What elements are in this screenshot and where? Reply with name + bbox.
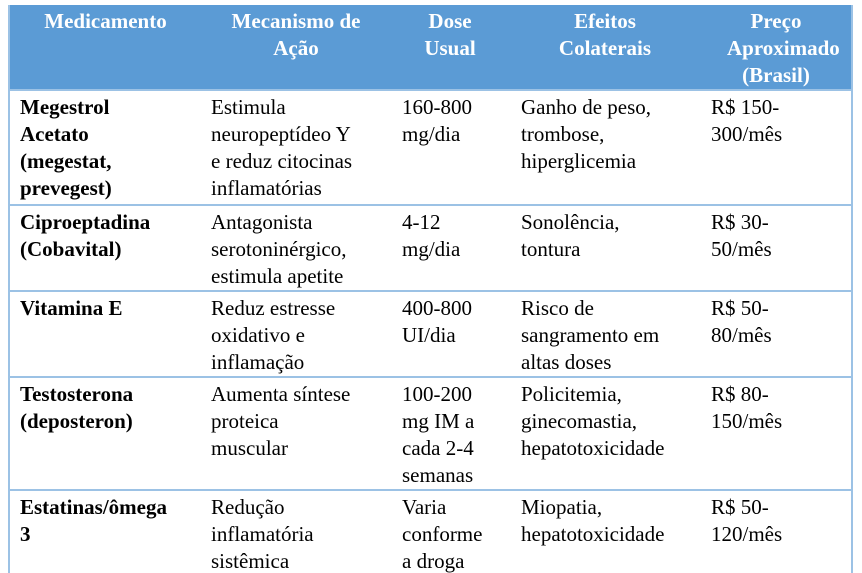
table-row: Ciproeptadina (Cobavital) Antagonista se… (9, 204, 852, 291)
column-header-efeitos-colaterais: Efeitos Colaterais (509, 5, 701, 90)
cell-efeitos: Policitemia, ginecomastia, hepatotoxicid… (509, 376, 701, 490)
column-header-dose-usual: Dose Usual (391, 5, 509, 90)
cell-preco: R$ 50-80/mês (701, 290, 852, 377)
column-header-mecanismo-de-acao: Mecanismo de Ação (201, 5, 391, 90)
table-header: Medicamento Mecanismo de Ação Dose Usual… (9, 5, 852, 90)
cell-efeitos: Sonolência, tontura (509, 204, 701, 291)
medication-table: Medicamento Mecanismo de Ação Dose Usual… (8, 5, 853, 573)
table-row: Estatinas/ômega 3 Redução inflamatória s… (9, 489, 852, 573)
cell-mecanismo: Estimula neuropeptídeo Y e reduz citocin… (201, 89, 391, 205)
cell-medicamento: Megestrol Acetato (megestat, prevegest) (9, 89, 201, 205)
table-row: Testosterona (deposteron) Aumenta síntes… (9, 376, 852, 490)
cell-preco: R$ 80-150/mês (701, 376, 852, 490)
cell-medicamento: Ciproeptadina (Cobavital) (9, 204, 201, 291)
cell-dose: Varia conforme a droga (391, 489, 509, 573)
header-row: Medicamento Mecanismo de Ação Dose Usual… (9, 5, 852, 90)
cell-dose: 400-800 UI/dia (391, 290, 509, 377)
cell-mecanismo: Redução inflamatória sistêmica (201, 489, 391, 573)
cell-preco: R$ 30-50/mês (701, 204, 852, 291)
cell-mecanismo: Reduz estresse oxidativo e inflamação (201, 290, 391, 377)
cell-mecanismo: Antagonista serotoninérgico, estimula ap… (201, 204, 391, 291)
cell-medicamento: Testosterona (deposteron) (9, 376, 201, 490)
cell-efeitos: Ganho de peso, trombose, hiperglicemia (509, 89, 701, 205)
cell-medicamento: Vitamina E (9, 290, 201, 377)
cell-dose: 100-200 mg IM a cada 2-4 semanas (391, 376, 509, 490)
column-header-medicamento: Medicamento (9, 5, 201, 90)
cell-mecanismo: Aumenta síntese proteica muscular (201, 376, 391, 490)
cell-preco: R$ 50-120/mês (701, 489, 852, 573)
cell-preco: R$ 150-300/mês (701, 89, 852, 205)
table-row: Vitamina E Reduz estresse oxidativo e in… (9, 290, 852, 377)
cell-dose: 4-12 mg/dia (391, 204, 509, 291)
table-body: Megestrol Acetato (megestat, prevegest) … (9, 89, 852, 573)
cell-efeitos: Miopatia, hepatotoxicidade (509, 489, 701, 573)
column-header-preco-aproximado: Preço Aproximado (Brasil) (701, 5, 852, 90)
cell-medicamento: Estatinas/ômega 3 (9, 489, 201, 573)
cell-efeitos: Risco de sangramento em altas doses (509, 290, 701, 377)
cell-dose: 160-800 mg/dia (391, 89, 509, 205)
table-row: Megestrol Acetato (megestat, prevegest) … (9, 89, 852, 205)
